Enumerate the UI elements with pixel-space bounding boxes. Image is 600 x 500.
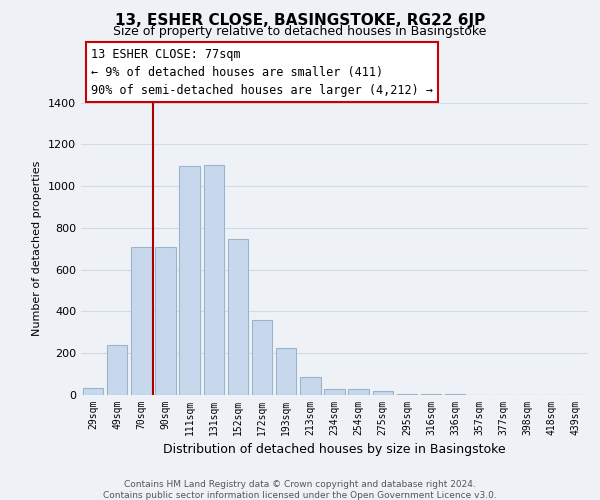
Text: 13 ESHER CLOSE: 77sqm
← 9% of detached houses are smaller (411)
90% of semi-deta: 13 ESHER CLOSE: 77sqm ← 9% of detached h… <box>91 48 433 96</box>
Bar <box>155 246 176 395</box>
Bar <box>276 348 296 395</box>
Bar <box>397 394 417 395</box>
Text: Contains HM Land Registry data © Crown copyright and database right 2024.: Contains HM Land Registry data © Crown c… <box>124 480 476 489</box>
Bar <box>373 391 393 395</box>
Bar <box>203 165 224 395</box>
Y-axis label: Number of detached properties: Number of detached properties <box>32 161 43 336</box>
Bar <box>179 166 200 395</box>
Bar <box>227 240 248 395</box>
Bar <box>107 345 127 395</box>
Bar <box>445 394 466 395</box>
Bar <box>300 377 320 395</box>
X-axis label: Distribution of detached houses by size in Basingstoke: Distribution of detached houses by size … <box>163 444 506 456</box>
Text: Contains public sector information licensed under the Open Government Licence v3: Contains public sector information licen… <box>103 491 497 500</box>
Text: 13, ESHER CLOSE, BASINGSTOKE, RG22 6JP: 13, ESHER CLOSE, BASINGSTOKE, RG22 6JP <box>115 12 485 28</box>
Bar <box>324 388 345 395</box>
Bar <box>83 388 103 395</box>
Text: Size of property relative to detached houses in Basingstoke: Size of property relative to detached ho… <box>113 25 487 38</box>
Bar <box>421 394 442 395</box>
Bar <box>349 388 369 395</box>
Bar <box>252 320 272 395</box>
Bar <box>131 246 152 395</box>
